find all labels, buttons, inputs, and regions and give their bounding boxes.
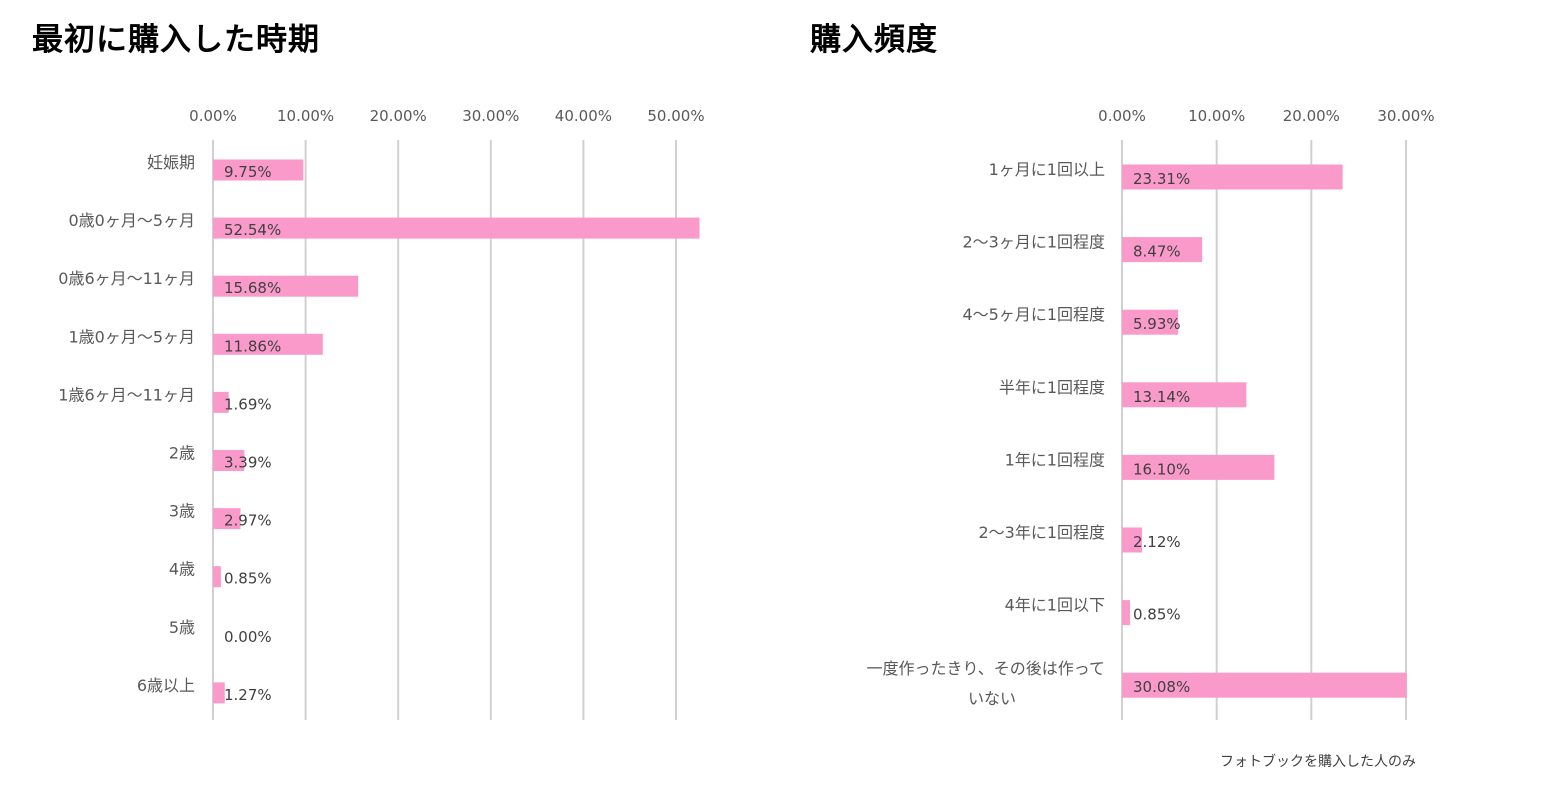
purchase-frequency-data-label: 0.85% (1133, 606, 1181, 624)
purchase-frequency-data-label: 2.12% (1133, 533, 1181, 551)
first-purchase-x-tick-label: 40.00% (555, 107, 612, 125)
first-purchase-category-label: 1歳0ヶ月〜5ヶ月 (68, 327, 195, 346)
purchase-frequency-category-label: 1ヶ月に1回以上 (989, 160, 1105, 179)
first-purchase-category-label: 2歳 (169, 444, 195, 463)
purchase-frequency-category-label: 2〜3年に1回程度 (978, 523, 1105, 542)
first-purchase-bar (213, 450, 245, 471)
first-purchase-x-tick-label: 10.00% (277, 107, 334, 125)
purchase-frequency-x-tick-label: 10.00% (1188, 107, 1245, 125)
first-purchase-data-label: 9.75% (224, 163, 272, 181)
purchase-frequency-bar (1122, 454, 1275, 480)
first-purchase-category-label: 5歳 (169, 618, 195, 637)
first-purchase-bar (213, 508, 241, 530)
first-purchase-data-label: 0.00% (224, 628, 272, 646)
purchase-frequency-data-label: 23.31% (1133, 170, 1190, 188)
purchase-frequency-bar (1122, 309, 1179, 335)
first-purchase-bar-chart: 0.00% 10.00% 20.00% 30.00% 40.00% 50.00% 妊娠期 9.… (58, 107, 705, 720)
first-purchase-bar (213, 159, 304, 181)
purchase-frequency-bar (1122, 164, 1343, 190)
first-purchase-category-label: 6歳以上 (137, 676, 195, 695)
first-purchase-x-tick-label: 20.00% (370, 107, 427, 125)
first-purchase-category-label: 4歳 (169, 560, 195, 579)
purchase-frequency-bar (1122, 600, 1131, 626)
purchase-frequency-data-label: 30.08% (1133, 678, 1190, 696)
purchase-frequency-data-label: 13.14% (1133, 388, 1190, 406)
footnote: フォトブックを購入した人のみ (1220, 754, 1416, 770)
purchase-frequency-x-tick-label: 0.00% (1098, 107, 1146, 125)
purchase-frequency-category-label: いない (968, 689, 1016, 708)
purchase-frequency-category-label: 2〜3ヶ月に1回程度 (962, 233, 1105, 252)
first-purchase-category-label: 3歳 (169, 502, 195, 521)
first-purchase-data-label: 2.97% (224, 512, 272, 530)
first-purchase-data-label: 1.69% (224, 395, 272, 413)
first-purchase-category-label: 0歳6ヶ月〜11ヶ月 (58, 269, 195, 288)
first-purchase-data-label: 1.27% (224, 686, 272, 704)
purchase-frequency-category-label: 半年に1回程度 (999, 378, 1105, 397)
purchase-frequency-x-tick-label: 20.00% (1283, 107, 1340, 125)
first-purchase-bar (213, 682, 225, 704)
purchase-frequency-data-label: 5.93% (1133, 315, 1181, 333)
purchase-frequency-bar (1122, 382, 1247, 408)
first-purchase-data-label: 15.68% (224, 279, 281, 297)
first-purchase-category-label: 1歳6ヶ月〜11ヶ月 (58, 385, 195, 404)
first-purchase-bar (213, 333, 323, 355)
first-purchase-category-label: 0歳0ヶ月〜5ヶ月 (68, 211, 195, 230)
chart-title-purchase-frequency: 購入頻度 (810, 22, 938, 58)
first-purchase-data-label: 11.86% (224, 337, 281, 355)
first-purchase-bar (213, 217, 700, 239)
chart-title-first-purchase: 最初に購入した時期 (32, 22, 320, 58)
first-purchase-x-tick-label: 0.00% (189, 107, 237, 125)
purchase-frequency-data-label: 16.10% (1133, 460, 1190, 478)
purchase-frequency-category-label: 1年に1回程度 (1005, 450, 1105, 469)
purchase-frequency-category-label: 4年に1回以下 (1005, 596, 1105, 615)
purchase-frequency-data-label: 8.47% (1133, 243, 1181, 261)
purchase-frequency-bar (1122, 237, 1203, 263)
first-purchase-bar (213, 275, 359, 297)
purchase-frequency-bar (1122, 527, 1143, 553)
first-purchase-x-tick-label: 30.00% (462, 107, 519, 125)
first-purchase-data-label: 52.54% (224, 221, 281, 239)
purchase-frequency-x-tick-label: 30.00% (1377, 107, 1434, 125)
first-purchase-bar (213, 391, 229, 413)
first-purchase-category-label: 妊娠期 (147, 153, 195, 172)
first-purchase-data-label: 3.39% (224, 454, 272, 472)
purchase-frequency-category-label: 4〜5ヶ月に1回程度 (962, 305, 1105, 324)
purchase-frequency-category-label: 一度作ったきり、その後は作って (866, 659, 1105, 678)
purchase-frequency-bar (1122, 672, 1407, 698)
first-purchase-data-label: 0.85% (224, 570, 272, 588)
first-purchase-bar (213, 566, 221, 588)
first-purchase-x-tick-label: 50.00% (647, 107, 704, 125)
